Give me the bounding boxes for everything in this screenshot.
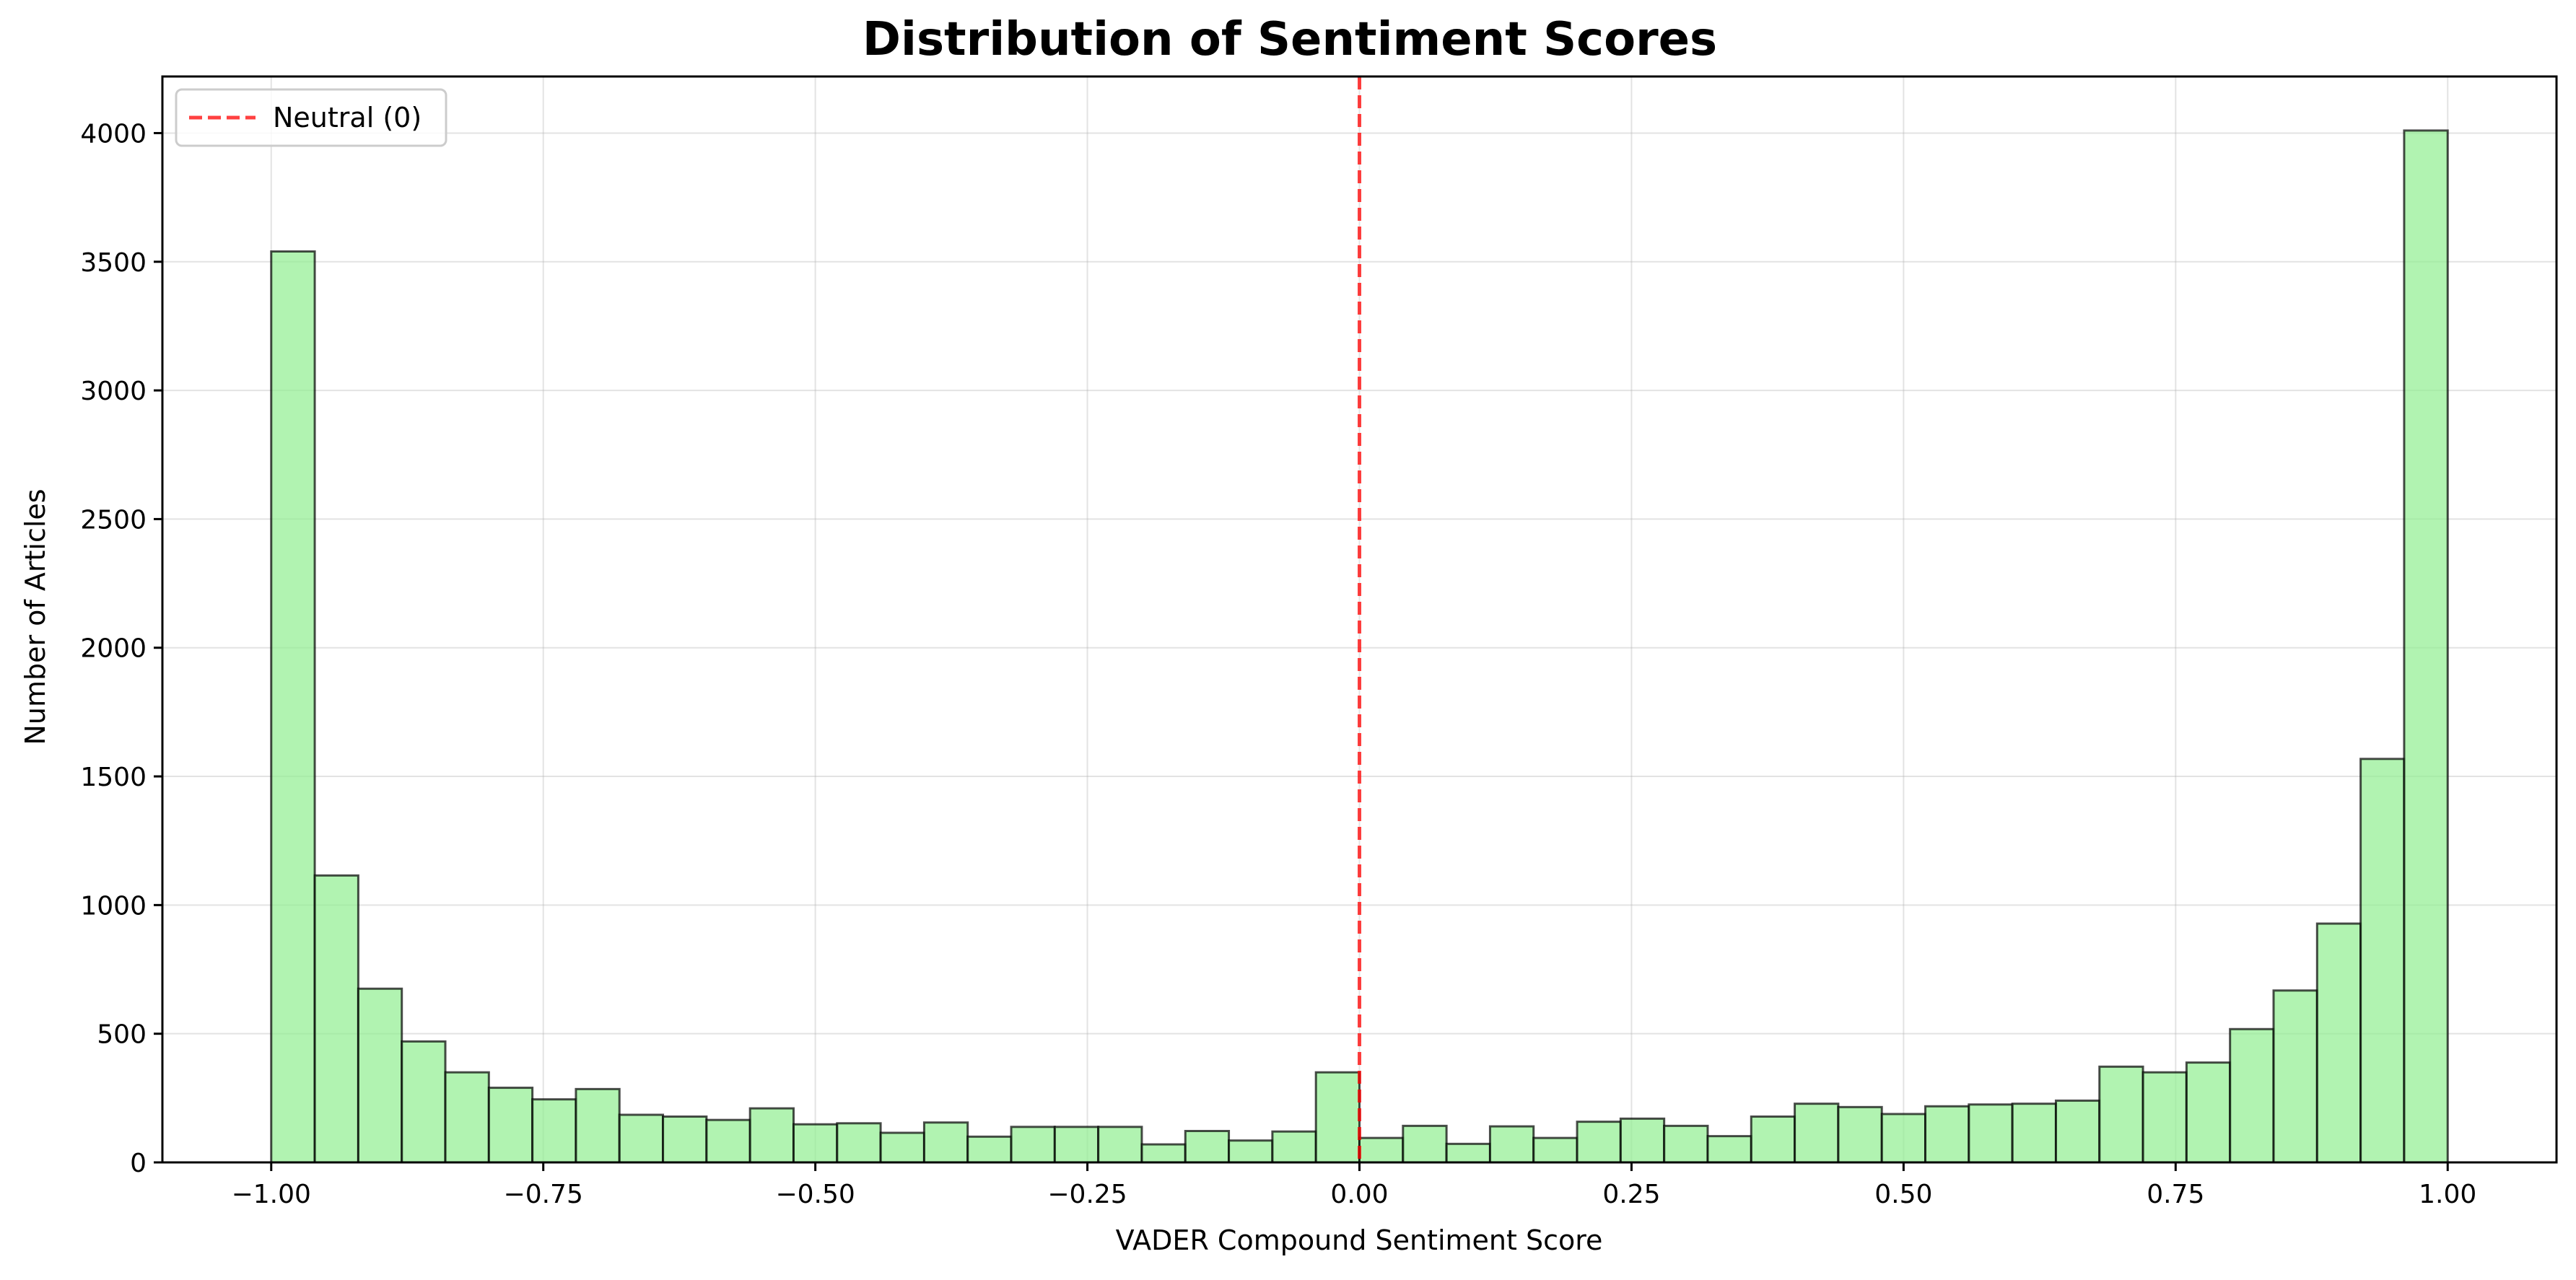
histogram-bar — [1968, 1103, 2014, 1164]
histogram-bar — [1837, 1105, 1883, 1164]
y-tick-label: 3500 — [80, 248, 147, 278]
histogram-bar — [444, 1071, 490, 1164]
x-tick-label: −1.00 — [232, 1180, 311, 1209]
histogram-bar — [1706, 1135, 1752, 1164]
histogram-bar — [1880, 1113, 1927, 1164]
histogram-bar — [2098, 1065, 2144, 1164]
histogram-bar — [2054, 1099, 2101, 1164]
x-tick-label: −0.75 — [504, 1180, 583, 1209]
y-tick-label: 1000 — [80, 891, 147, 921]
x-tick-label: 0.25 — [1602, 1180, 1660, 1209]
histogram-bar — [270, 250, 316, 1164]
x-tick-label: −0.50 — [775, 1180, 855, 1209]
y-tick-label: 2000 — [80, 634, 147, 664]
histogram-bar — [966, 1135, 1013, 1164]
histogram-bar — [1184, 1129, 1231, 1164]
histogram-bar — [1924, 1105, 1970, 1164]
histogram-bar — [792, 1123, 839, 1164]
x-tick-label: 0.50 — [1874, 1180, 1932, 1209]
histogram-bar — [1271, 1130, 1317, 1164]
histogram-bar — [2141, 1071, 2188, 1164]
x-axis-ticks: −1.00 −0.75 −0.50 −0.25 0.00 0.25 0.50 0.75 1.00 — [232, 1162, 2476, 1209]
histogram-bar — [1445, 1142, 1491, 1164]
histogram-bar — [2185, 1061, 2232, 1164]
legend: Neutral (0) — [175, 88, 447, 147]
histogram-bar — [401, 1040, 447, 1164]
legend-label-neutral: Neutral (0) — [273, 102, 422, 133]
histogram-bar — [357, 987, 403, 1164]
histogram-bar — [1010, 1126, 1056, 1164]
histogram-bar — [1576, 1121, 1622, 1164]
histogram-bar — [879, 1131, 925, 1164]
y-tick-label: 1500 — [80, 763, 147, 792]
histogram-bar — [662, 1115, 708, 1164]
x-tick-label: −0.25 — [1047, 1180, 1127, 1209]
x-tick-label: 1.00 — [2419, 1180, 2476, 1209]
histogram-bar — [1794, 1103, 1840, 1164]
histogram-bar — [748, 1107, 795, 1164]
y-tick-label: 0 — [130, 1149, 147, 1178]
legend-box — [175, 88, 447, 147]
x-tick-label: 0.75 — [2147, 1180, 2204, 1209]
histogram-bar — [705, 1118, 751, 1164]
histogram-bar — [1750, 1115, 1796, 1164]
histogram-bar — [313, 874, 359, 1164]
histogram-bar — [2272, 989, 2318, 1164]
histogram-bar — [1532, 1136, 1579, 1164]
histogram-bar — [1358, 1136, 1405, 1164]
x-axis-label: VADER Compound Sentiment Score — [1116, 1224, 1603, 1256]
histogram-bar — [1488, 1125, 1535, 1164]
x-tick-label: 0.00 — [1330, 1180, 1388, 1209]
histogram-bar — [1619, 1117, 1666, 1164]
histogram-bar — [2315, 922, 2362, 1164]
histogram-bar — [531, 1098, 577, 1164]
histogram-bar — [1097, 1126, 1143, 1164]
histogram-bar — [487, 1087, 534, 1164]
histogram-bar — [1228, 1139, 1274, 1164]
y-tick-label: 2500 — [80, 505, 147, 535]
y-axis-label: Number of Articles — [19, 488, 51, 745]
histogram-bar — [618, 1113, 665, 1164]
histogram-bar — [2359, 758, 2406, 1164]
histogram-bar — [1402, 1124, 1448, 1164]
histogram-bar — [1663, 1124, 1709, 1164]
y-tick-label: 3000 — [80, 377, 147, 406]
histogram-bar — [1314, 1071, 1361, 1164]
histogram-bar — [1053, 1126, 1100, 1164]
histogram-bar — [922, 1121, 969, 1164]
histogram-bar — [2011, 1103, 2057, 1164]
y-tick-label: 4000 — [80, 119, 147, 149]
histogram-bar — [575, 1087, 621, 1164]
y-tick-label: 500 — [97, 1020, 147, 1050]
histogram-bar — [2403, 129, 2449, 1164]
histogram-bar — [836, 1122, 882, 1164]
y-axis-ticks: 0 500 1000 1500 2000 2500 3000 3500 4000 — [80, 119, 162, 1178]
chart-title: Distribution of Sentiment Scores — [863, 13, 1717, 66]
histogram-bar — [1140, 1143, 1187, 1164]
histogram-bar — [2229, 1027, 2275, 1164]
